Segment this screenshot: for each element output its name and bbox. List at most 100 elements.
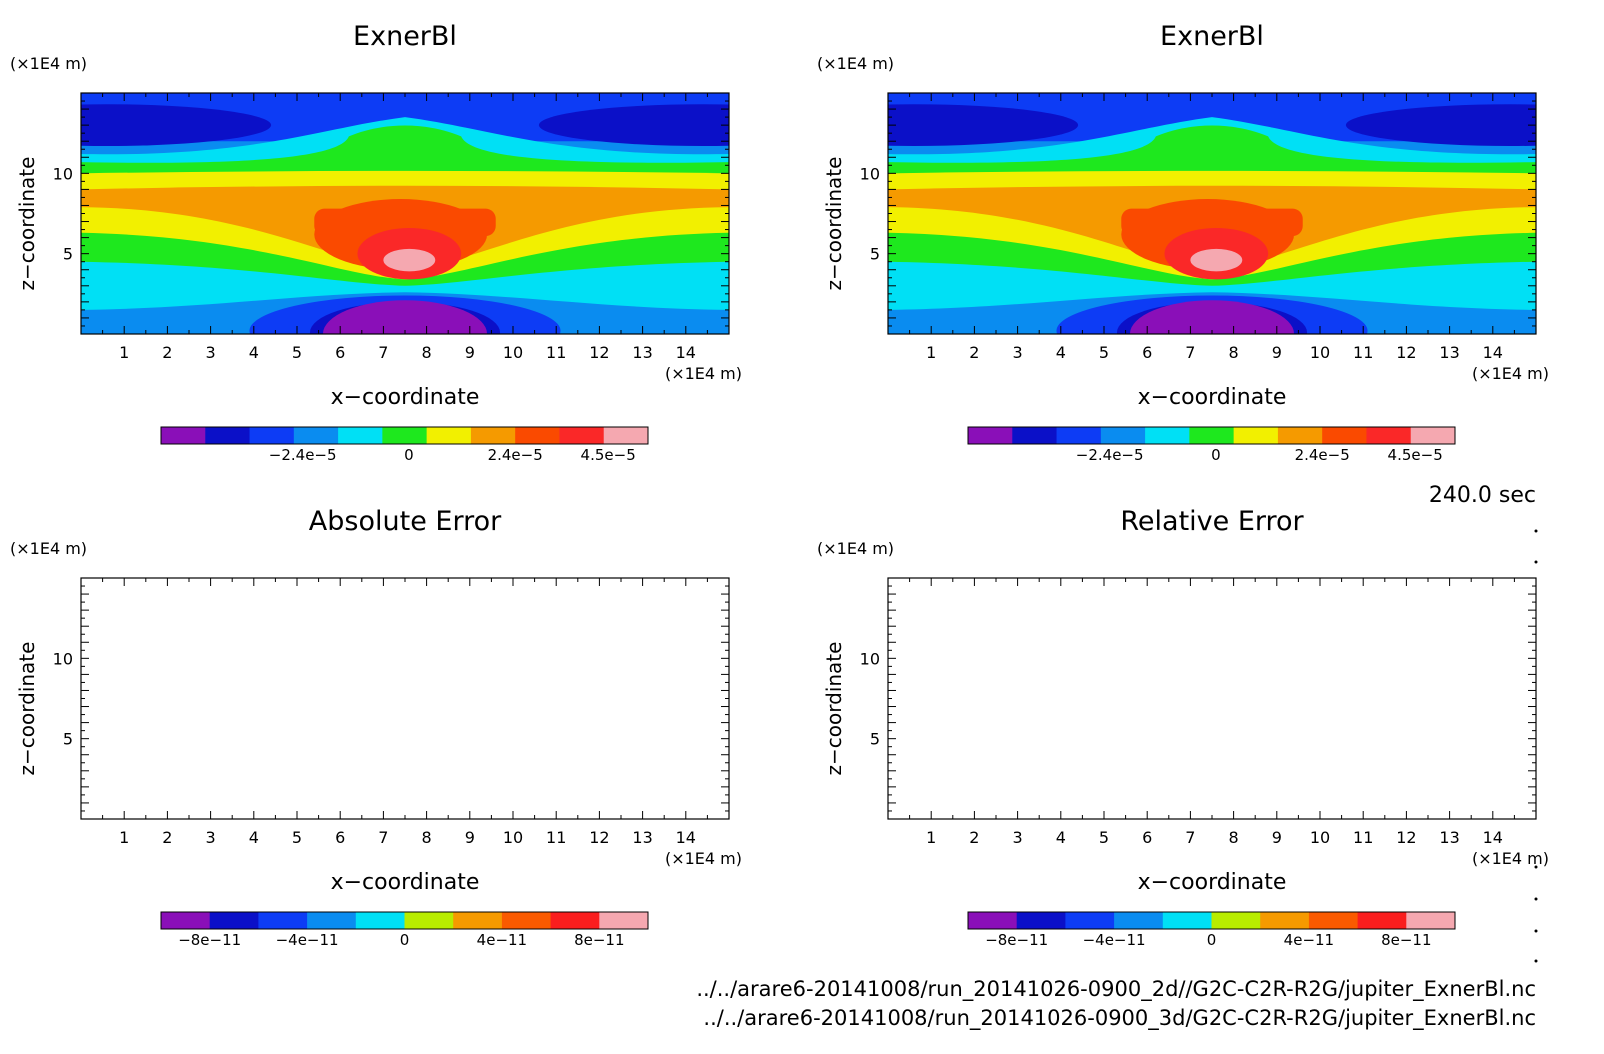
x-tick-label: 12 — [1396, 343, 1416, 362]
x-tick-label: 2 — [969, 343, 979, 362]
x-tick-label: 10 — [503, 343, 523, 362]
colorbar-label: 0 — [404, 446, 414, 464]
colorbar-swatch — [550, 912, 600, 929]
x-unit-label: (×1E4 m) — [665, 849, 742, 868]
contour-band — [1129, 300, 1295, 334]
contour-band — [1121, 208, 1303, 236]
colorbar-swatch — [1016, 912, 1066, 929]
contour-field — [888, 93, 1536, 334]
x-axis-label: x−coordinate — [331, 870, 480, 895]
colorbar-swatch — [355, 912, 405, 929]
x-axis-label: x−coordinate — [331, 385, 480, 410]
x-tick-label: 14 — [1483, 343, 1503, 362]
panel-title: ExnerBl — [353, 21, 457, 52]
colorbar-swatch — [161, 427, 206, 444]
colorbar-label: 2.4e−5 — [488, 446, 543, 464]
colorbar-swatch — [205, 427, 251, 444]
colorbar-swatch — [209, 912, 259, 929]
plot-frame — [80, 577, 730, 820]
colorbar-frame — [967, 426, 1456, 445]
colorbar-label: 0 — [1211, 446, 1221, 464]
x-tick-label: 4 — [1056, 343, 1066, 362]
x-tick-label: 5 — [1099, 343, 1109, 362]
x-tick-label: 1 — [119, 343, 129, 362]
x-tick-label: 5 — [1099, 828, 1109, 847]
x-tick-label: 1 — [926, 828, 936, 847]
colorbar-swatch — [603, 427, 649, 444]
x-tick-label: 8 — [422, 828, 432, 847]
x-tick-label: 14 — [676, 343, 696, 362]
colorbar-swatch — [1056, 427, 1102, 444]
y-unit-label: (×1E4 m) — [10, 54, 87, 73]
colorbar-swatch — [1145, 427, 1190, 444]
panel-title: Relative Error — [1120, 506, 1304, 537]
colorbar: −8e−11 −4e−11 0 4e−11 8e−11 — [160, 911, 649, 949]
colorbar-swatch — [1366, 427, 1412, 444]
colorbar-swatch — [426, 427, 472, 444]
colorbar-label: −4e−11 — [276, 931, 339, 949]
x-tick-label: 2 — [162, 828, 172, 847]
file-path-2d: ../../arare6-20141008/run_20141026-0900_… — [696, 977, 1536, 1002]
colorbar-label: 0 — [400, 931, 410, 949]
x-tick-label: 14 — [676, 828, 696, 847]
colorbar-swatch — [338, 427, 383, 444]
colorbar-swatch — [1308, 912, 1359, 929]
x-tick-label: 11 — [1353, 828, 1373, 847]
colorbar-swatch — [453, 912, 503, 929]
margin-dots — [1534, 529, 1538, 963]
x-tick-label: 2 — [162, 343, 172, 362]
colorbar-label: 4e−11 — [477, 931, 527, 949]
y-tick-label: 5 — [63, 245, 73, 264]
colorbar-swatch — [161, 912, 211, 929]
x-tick-label: 10 — [503, 828, 523, 847]
contour-band — [1190, 248, 1243, 272]
x-tick-label: 10 — [1310, 828, 1330, 847]
x-tick-label: 8 — [1229, 343, 1239, 362]
colorbar-swatch — [1410, 427, 1456, 444]
colorbar-label: −8e−11 — [985, 931, 1048, 949]
y-tick-label: 5 — [870, 245, 880, 264]
colorbar-label: −4e−11 — [1083, 931, 1146, 949]
panel-4: Relative Error(×1E4 m)1 2 3 4 5 6 7 8 9 10 11 12 13 1… — [817, 506, 1549, 949]
colorbar-swatch — [968, 912, 1018, 929]
colorbar-swatch — [1114, 912, 1164, 929]
x-tick-label: 7 — [378, 343, 388, 362]
y-tick-label: 10 — [53, 164, 73, 183]
x-tick-label: 13 — [1439, 828, 1459, 847]
x-tick-label: 6 — [1142, 828, 1152, 847]
y-axis-label: z−coordinate — [15, 157, 39, 291]
y-unit-label: (×1E4 m) — [10, 539, 87, 558]
colorbar-swatch — [1162, 912, 1212, 929]
x-tick-label: 9 — [1272, 828, 1282, 847]
colorbar-label: −2.4e−5 — [269, 446, 337, 464]
colorbar-swatch — [501, 912, 552, 929]
x-tick-label: 11 — [546, 343, 566, 362]
colorbar-frame — [160, 911, 649, 930]
y-tick-label: 10 — [53, 649, 73, 668]
colorbar-frame — [967, 911, 1456, 930]
x-tick-label: 5 — [292, 828, 302, 847]
y-tick-label: 5 — [63, 730, 73, 749]
colorbar-swatch — [1100, 427, 1146, 444]
x-tick-label: 11 — [546, 828, 566, 847]
x-tick-label: 9 — [465, 343, 475, 362]
colorbar-swatch — [1260, 912, 1310, 929]
contour-band — [538, 104, 729, 147]
colorbar-label: 4.5e−5 — [1388, 446, 1443, 464]
x-tick-label: 8 — [422, 343, 432, 362]
colorbar: −2.4e−5 0 2.4e−5 4.5e−5 — [967, 426, 1456, 464]
colorbar-swatch — [1406, 912, 1456, 929]
y-axis-label: z−coordinate — [822, 642, 846, 776]
panels-group: ExnerBl(×1E4 m)1 2 3 4 5 6 7 8 9 10 11 12 13 14510(×1… — [10, 21, 1549, 949]
x-tick-label: 12 — [589, 343, 609, 362]
x-tick-label: 13 — [632, 343, 652, 362]
colorbar-label: 2.4e−5 — [1295, 446, 1350, 464]
x-tick-label: 12 — [1396, 828, 1416, 847]
colorbar-swatch — [559, 427, 605, 444]
x-tick-label: 4 — [249, 828, 259, 847]
colorbar-swatch — [968, 427, 1013, 444]
x-tick-label: 7 — [1185, 828, 1195, 847]
colorbar-frame — [160, 426, 649, 445]
x-tick-label: 7 — [378, 828, 388, 847]
